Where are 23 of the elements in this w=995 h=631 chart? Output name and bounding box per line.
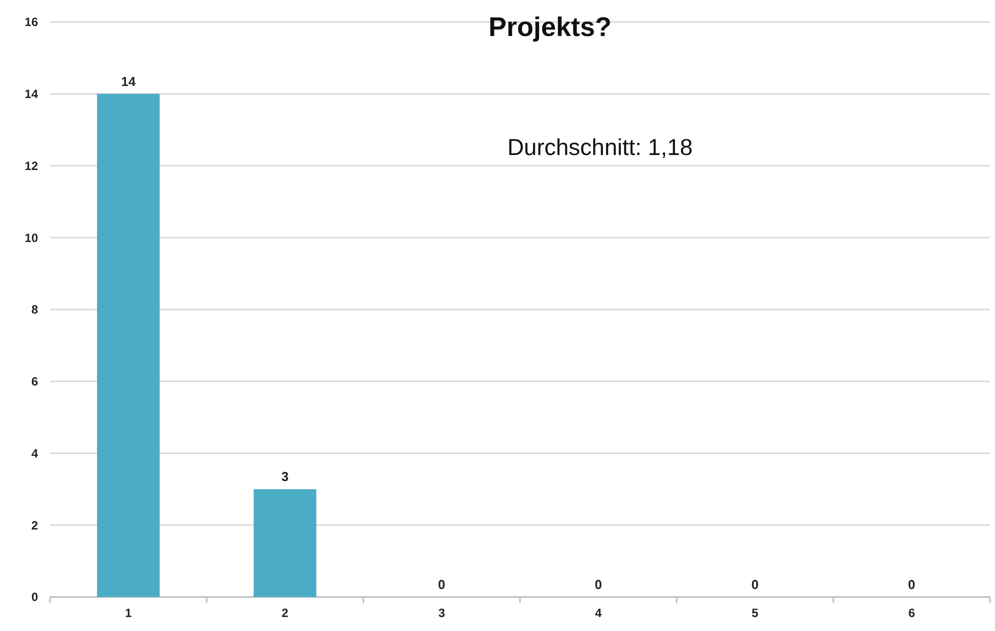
- x-tick-label: 6: [908, 606, 916, 620]
- y-tick-label: 0: [31, 590, 38, 604]
- data-label: 0: [438, 577, 446, 592]
- x-tick-label: 5: [752, 606, 759, 620]
- x-tick-label: 4: [594, 606, 602, 620]
- annotation: Durchschnitt: 1,18: [507, 134, 693, 160]
- y-tick-label: 14: [24, 87, 38, 102]
- x-tick-label: 3: [438, 606, 446, 620]
- data-label: 0: [908, 577, 916, 592]
- y-tick-label: 10: [24, 230, 38, 245]
- data-label: 0: [751, 577, 759, 592]
- x-tick-label: 1: [124, 606, 132, 620]
- data-label: 3: [281, 469, 289, 484]
- x-tick-label: 2: [282, 606, 289, 620]
- y-tick-label: 6: [31, 374, 38, 389]
- y-tick-label: 4: [31, 446, 38, 460]
- data-label: 14: [121, 74, 136, 89]
- y-tick-label: 2: [31, 518, 38, 532]
- y-tick-label: 8: [31, 302, 38, 317]
- y-tick-label: 12: [24, 158, 38, 173]
- y-tick-label: 16: [24, 15, 38, 30]
- data-label: 0: [594, 577, 602, 592]
- chart-title: Projekts?: [488, 12, 612, 42]
